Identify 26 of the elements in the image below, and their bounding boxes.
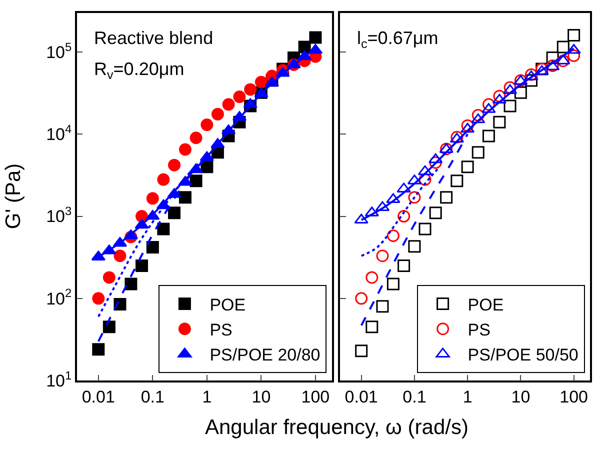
x-tick-label: 0.1	[140, 388, 164, 407]
y-tick-label: 10$^{3}$	[46, 204, 72, 226]
legend-label: PS	[468, 320, 490, 340]
x-tick-label: 100	[560, 388, 588, 407]
y-tick-label: 10$^{5}$	[46, 40, 72, 62]
annotation: R$_{v}$=0.20μm	[94, 59, 184, 82]
y-axis-title: G' (Pa)	[2, 163, 25, 230]
y-tick-label: 10$^{1}$	[46, 368, 72, 391]
y-tick-label: 10$^{2}$	[46, 286, 72, 308]
x-axis-title: Angular frequency, ω (rad/s)	[205, 416, 468, 439]
x-tick-label: 100	[301, 388, 330, 407]
x-tick-label: 0.1	[402, 388, 426, 407]
legend-label: PS/POE 20/80	[210, 346, 320, 365]
x-tick-label: 1	[202, 388, 212, 407]
legend-label: POE	[210, 295, 246, 314]
annotation: l$_{c}$=0.67μm	[357, 28, 438, 51]
x-tick-label: 0.01	[344, 388, 378, 407]
x-tick-label: 0.01	[82, 388, 115, 407]
y-tick-label: 10$^{4}$	[46, 122, 72, 144]
x-tick-label: 10	[511, 388, 530, 407]
x-tick-label: 10	[252, 388, 271, 407]
legend-label: POE	[468, 295, 504, 314]
legend-label: PS	[210, 320, 232, 340]
legend-label: PS/POE 50/50	[468, 346, 578, 365]
x-tick-label: 1	[462, 388, 472, 407]
annotation: Reactive blend	[94, 28, 214, 48]
